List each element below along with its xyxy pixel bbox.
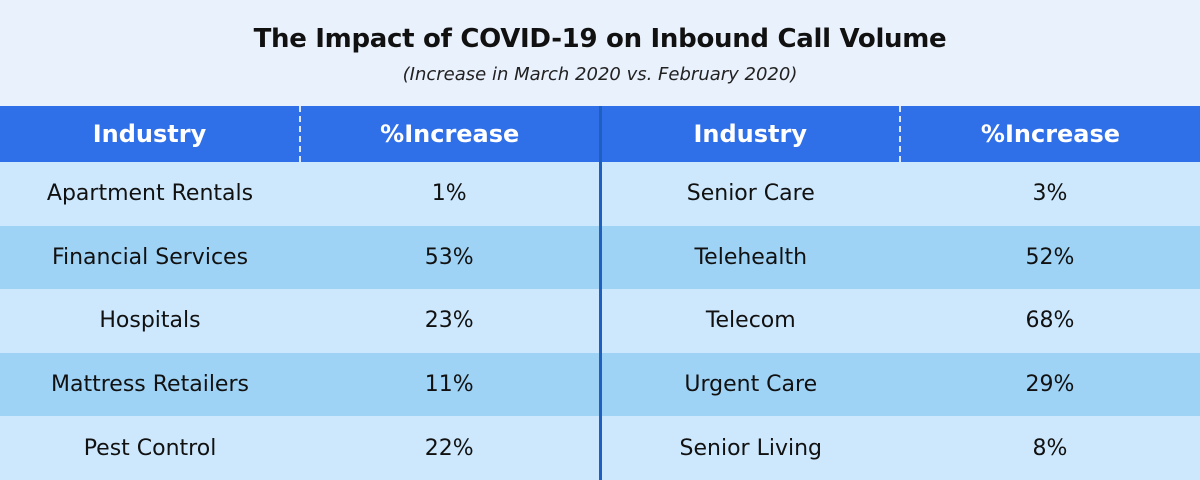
industry-cell: Urgent Care — [600, 352, 900, 417]
industry-cell: Hospitals — [0, 289, 300, 353]
column-header-increase-right: %Increase — [900, 106, 1200, 162]
table-row: Apartment Rentals 1% Senior Care 3% — [0, 162, 1200, 226]
increase-cell: 29% — [900, 352, 1200, 417]
industry-cell: Mattress Retailers — [0, 352, 300, 417]
industry-cell: Pest Control — [0, 416, 300, 480]
increase-cell: 52% — [900, 225, 1200, 290]
table-header-row: Industry %Increase Industry %Increase — [0, 106, 1200, 162]
industry-cell: Apartment Rentals — [0, 162, 300, 226]
chart-title: The Impact of COVID-19 on Inbound Call V… — [253, 24, 947, 54]
increase-cell: 53% — [300, 225, 602, 290]
table-row: Mattress Retailers 11% Urgent Care 29% — [0, 352, 1200, 417]
increase-cell: 68% — [900, 289, 1200, 353]
industry-cell: Senior Care — [600, 162, 900, 226]
column-header-increase-left: %Increase — [300, 106, 602, 162]
industry-cell: Telecom — [600, 289, 900, 353]
chart-subtitle: (Increase in March 2020 vs. February 202… — [402, 64, 798, 85]
column-header-industry-left: Industry — [0, 106, 301, 162]
industry-cell: Senior Living — [600, 416, 900, 480]
column-header-industry-right: Industry — [600, 106, 901, 162]
increase-cell: 22% — [300, 416, 602, 480]
table-row: Hospitals 23% Telecom 68% — [0, 289, 1200, 353]
increase-cell: 11% — [300, 352, 602, 417]
increase-cell: 3% — [900, 162, 1200, 226]
increase-cell: 8% — [900, 416, 1200, 480]
table-row: Financial Services 53% Telehealth 52% — [0, 225, 1200, 290]
increase-cell: 1% — [300, 162, 602, 226]
title-area: The Impact of COVID-19 on Inbound Call V… — [0, 0, 1200, 106]
industry-cell: Financial Services — [0, 225, 300, 290]
call-volume-table: Industry %Increase Industry %Increase Ap… — [0, 106, 1200, 480]
table-row: Pest Control 22% Senior Living 8% — [0, 416, 1200, 480]
industry-cell: Telehealth — [600, 225, 900, 290]
increase-cell: 23% — [300, 289, 602, 353]
